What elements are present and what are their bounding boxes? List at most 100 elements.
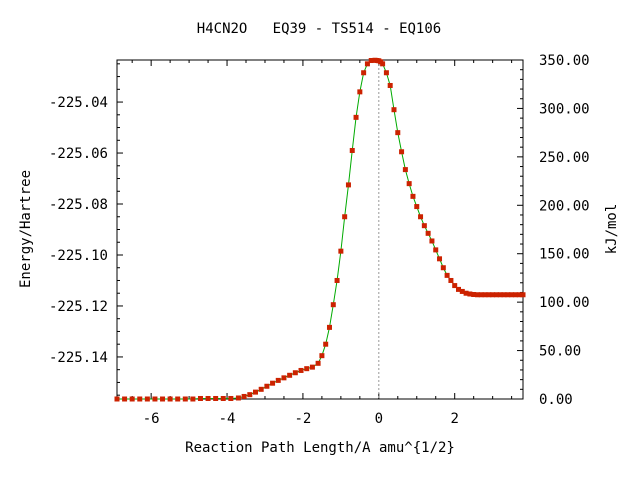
- series-point: [315, 360, 321, 366]
- series-point: [298, 367, 304, 373]
- series-point: [326, 324, 332, 330]
- series-point: [247, 392, 253, 398]
- y-tick-label: -225.06: [49, 146, 108, 162]
- y2-tick-label: 300.00: [539, 101, 590, 117]
- series-point: [452, 283, 458, 289]
- series-point: [463, 290, 469, 296]
- series-point: [512, 292, 518, 298]
- y2-tick-label: 50.00: [539, 344, 581, 360]
- series-point: [160, 396, 166, 402]
- y2-axis-ticks: 350.00 300.00 250.00 200.00 150.00 100.00 50.0…: [517, 53, 590, 408]
- series-point: [258, 386, 264, 392]
- series-point: [323, 341, 329, 347]
- series-point: [292, 370, 298, 376]
- series-point: [319, 353, 325, 359]
- y2-tick-label: 150.00: [539, 247, 590, 263]
- series-point: [357, 89, 363, 95]
- series-point: [493, 292, 499, 298]
- x-axis-label: Reaction Path Length/A amu^{1/2}: [185, 440, 455, 456]
- series-point: [345, 182, 351, 188]
- series-point: [144, 396, 150, 402]
- x-tick-label: -4: [219, 411, 236, 427]
- series-point: [501, 292, 507, 298]
- series-point: [364, 61, 370, 67]
- plot-frame: [116, 59, 524, 400]
- series-point: [490, 292, 496, 298]
- series-point: [421, 223, 427, 229]
- series-point: [334, 277, 340, 283]
- series-point: [137, 396, 143, 402]
- y2-tick-label: 200.00: [539, 198, 590, 214]
- series-point: [399, 149, 405, 155]
- series-point: [304, 366, 310, 372]
- series-point: [478, 292, 484, 298]
- series-point: [342, 214, 348, 220]
- minor-ticks: [117, 60, 523, 399]
- y-tick-label: -225.14: [49, 350, 108, 366]
- series-point: [361, 70, 367, 76]
- series-point: [175, 396, 181, 402]
- series-point: [471, 291, 477, 297]
- series-point: [270, 380, 276, 386]
- chart-title: H4CN2O EQ39 - TS514 - EQ106: [197, 21, 441, 37]
- y-tick-label: -225.08: [49, 197, 108, 213]
- series-point: [433, 247, 439, 253]
- series-point: [395, 130, 401, 136]
- series-point: [330, 302, 336, 308]
- series-layer: [114, 57, 526, 402]
- series-point: [406, 181, 412, 187]
- series-point: [486, 292, 492, 298]
- series-point: [235, 395, 241, 401]
- series-point: [152, 396, 158, 402]
- series-point: [482, 292, 488, 298]
- series-point: [437, 256, 443, 262]
- series-point: [122, 396, 128, 402]
- series-point: [414, 204, 420, 210]
- x-tick-label: -2: [294, 411, 311, 427]
- series-point: [167, 396, 173, 402]
- series-point: [114, 396, 120, 402]
- series-point: [309, 364, 315, 370]
- series-point: [275, 377, 281, 383]
- series-point: [520, 292, 526, 298]
- series-point: [387, 82, 393, 88]
- series-point: [505, 292, 511, 298]
- y2-tick-label: 350.00: [539, 53, 590, 69]
- y-axis-label: Energy/Hartree: [18, 170, 34, 288]
- series-point: [213, 395, 219, 401]
- y-tick-label: -225.04: [49, 95, 108, 111]
- y2-tick-label: 0.00: [539, 392, 573, 408]
- series-point: [383, 70, 389, 76]
- series-point: [474, 292, 480, 298]
- series-point: [516, 292, 522, 298]
- y2-tick-label: 100.00: [539, 295, 590, 311]
- series-point: [380, 61, 386, 67]
- series-point: [182, 396, 188, 402]
- series-point: [497, 292, 503, 298]
- series-point: [190, 396, 196, 402]
- y-tick-label: -225.12: [49, 299, 108, 315]
- series-point: [220, 395, 226, 401]
- series-point: [241, 393, 247, 399]
- series-point: [448, 277, 454, 283]
- series-point: [368, 58, 374, 64]
- series-point: [455, 286, 461, 292]
- series-point: [353, 114, 359, 120]
- series-line: [117, 59, 523, 400]
- x-tick-label: 0: [375, 411, 383, 427]
- series-point: [281, 375, 287, 381]
- series-point: [349, 147, 355, 153]
- series-point: [402, 167, 408, 173]
- y2-tick-label: 250.00: [539, 150, 590, 166]
- series-point: [425, 230, 431, 236]
- series-point: [410, 193, 416, 199]
- series-point: [264, 383, 270, 389]
- series-point: [287, 372, 293, 378]
- y-axis-ticks: -225.04 -225.06 -225.08 -225.10 -225.12 -225.…: [49, 95, 123, 366]
- y-tick-label: -225.10: [49, 248, 108, 264]
- series-point: [129, 396, 135, 402]
- series-point: [418, 214, 424, 220]
- series-point: [467, 291, 473, 297]
